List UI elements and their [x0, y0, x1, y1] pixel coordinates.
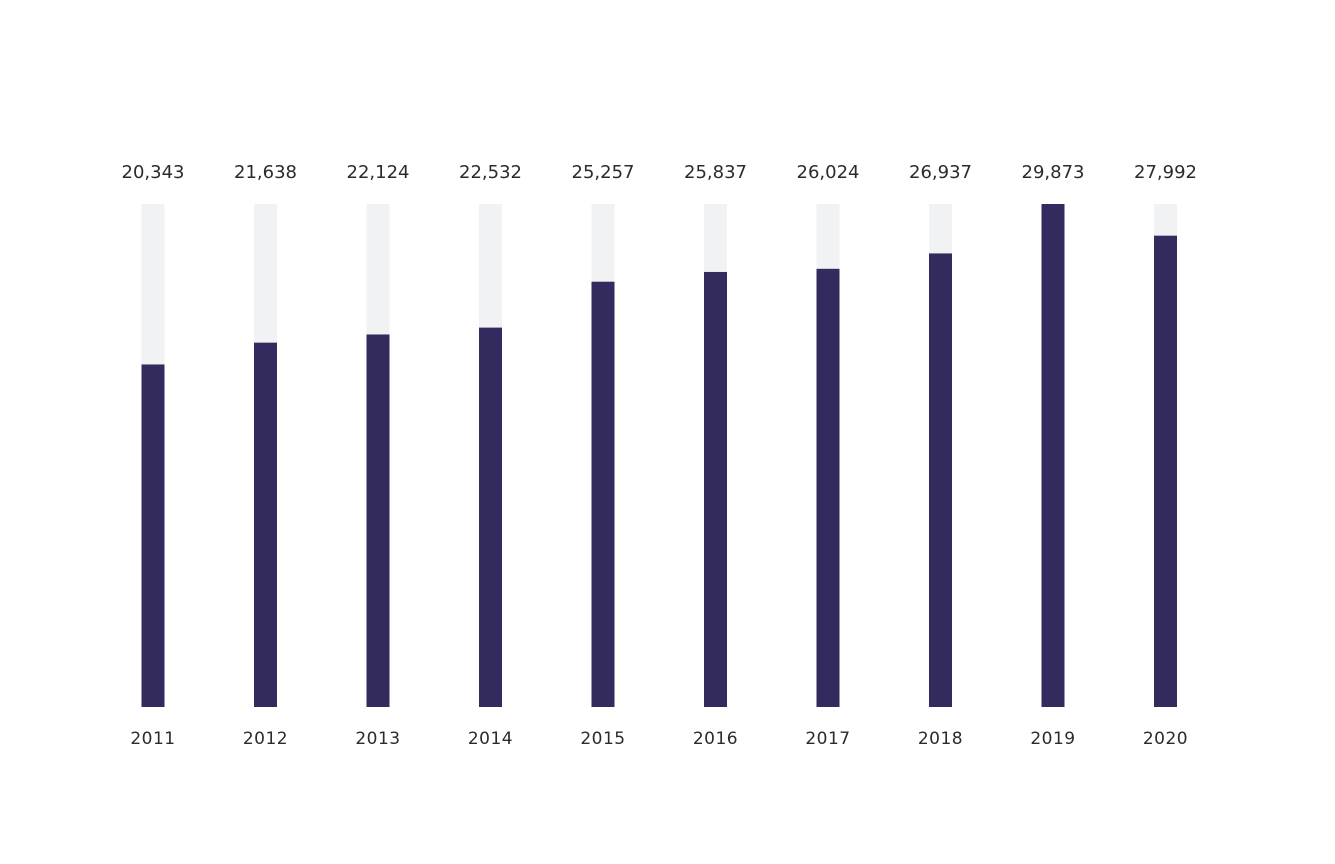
bar-2016: [704, 271, 727, 707]
value-label-2018: 26,937: [909, 162, 972, 183]
bar-2015: [591, 281, 615, 707]
bar-2011: [141, 364, 165, 707]
year-labels: 2011 2012 2013 2014 2015 2016 2017 2018 2019 2020: [130, 729, 1188, 749]
bar-2013: [366, 334, 390, 707]
bar-2019: [1041, 204, 1065, 707]
value-label-2020: 27,992: [1134, 162, 1197, 183]
bar-2017: [816, 268, 840, 707]
bar-2012: [254, 342, 277, 707]
year-label-2015: 2015: [580, 729, 625, 749]
year-label-2011: 2011: [130, 729, 175, 749]
value-label-2012: 21,638: [234, 162, 297, 183]
bar-2020: [1154, 235, 1177, 707]
year-label-2019: 2019: [1030, 729, 1075, 749]
value-label-2019: 29,873: [1022, 162, 1085, 183]
value-label-2011: 20,343: [122, 162, 185, 183]
value-label-2014: 22,532: [459, 162, 522, 183]
value-label-2016: 25,837: [684, 162, 747, 183]
bar-2018: [929, 253, 952, 707]
bars: [141, 204, 1177, 707]
value-label-2015: 25,257: [572, 162, 635, 183]
year-label-2016: 2016: [693, 729, 738, 749]
value-labels: 20,343 21,638 22,124 22,532 25,257 25,837 26,0…: [122, 162, 1197, 183]
year-label-2018: 2018: [918, 729, 963, 749]
year-label-2020: 2020: [1143, 729, 1188, 749]
year-label-2014: 2014: [468, 729, 513, 749]
bar-2014: [479, 327, 502, 707]
year-label-2017: 2017: [805, 729, 850, 749]
bar-tracks: [141, 204, 1177, 707]
value-label-2017: 26,024: [797, 162, 860, 183]
year-label-2013: 2013: [355, 729, 400, 749]
value-label-2013: 22,124: [347, 162, 410, 183]
year-label-2012: 2012: [243, 729, 288, 749]
